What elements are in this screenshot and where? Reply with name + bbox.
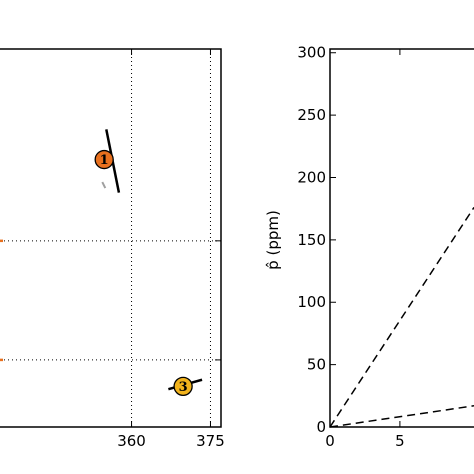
marker-label-1: 1 <box>100 153 109 168</box>
marker-1: 1 <box>94 149 114 170</box>
marker-circle-3 <box>173 376 193 397</box>
marker-circle-1 <box>94 149 114 170</box>
right-ytick-label-2: 100 <box>297 293 326 311</box>
right-series-line-0 <box>329 207 474 428</box>
marker-label-3: 3 <box>179 380 188 395</box>
left-markers: 13 <box>94 149 193 397</box>
right-panel: 0 50 100 150 200 250 300 0 5 p̂ (ppm) <box>264 44 474 450</box>
right-ytick-label-5: 250 <box>297 106 326 124</box>
right-axes-frame <box>329 48 474 428</box>
right-y-axis-label: p̂ (ppm) <box>264 210 282 270</box>
right-xtick-label-0: 0 <box>325 432 335 450</box>
left-xtick-label-0: 360 <box>117 432 146 450</box>
marker-3: 3 <box>173 376 193 397</box>
right-ticks: 0 50 100 150 200 250 300 0 5 <box>297 44 404 450</box>
left-panel: 360 375 13 <box>0 48 225 450</box>
right-series-line-1 <box>329 405 474 428</box>
right-xtick-label-1: 5 <box>395 432 405 450</box>
left-gray-fragment <box>101 181 107 189</box>
left-grid <box>0 49 221 427</box>
left-series <box>101 129 203 391</box>
right-ytick-label-1: 50 <box>307 356 326 374</box>
left-xtick-label-1: 375 <box>196 432 225 450</box>
left-ticks: 360 375 <box>117 49 225 450</box>
right-ytick-label-3: 150 <box>297 231 326 249</box>
right-series <box>329 207 474 428</box>
left-axes-frame <box>0 48 222 428</box>
right-ytick-label-6: 300 <box>297 44 326 62</box>
right-ytick-label-0: 0 <box>316 418 326 436</box>
right-ytick-label-4: 200 <box>297 168 326 186</box>
